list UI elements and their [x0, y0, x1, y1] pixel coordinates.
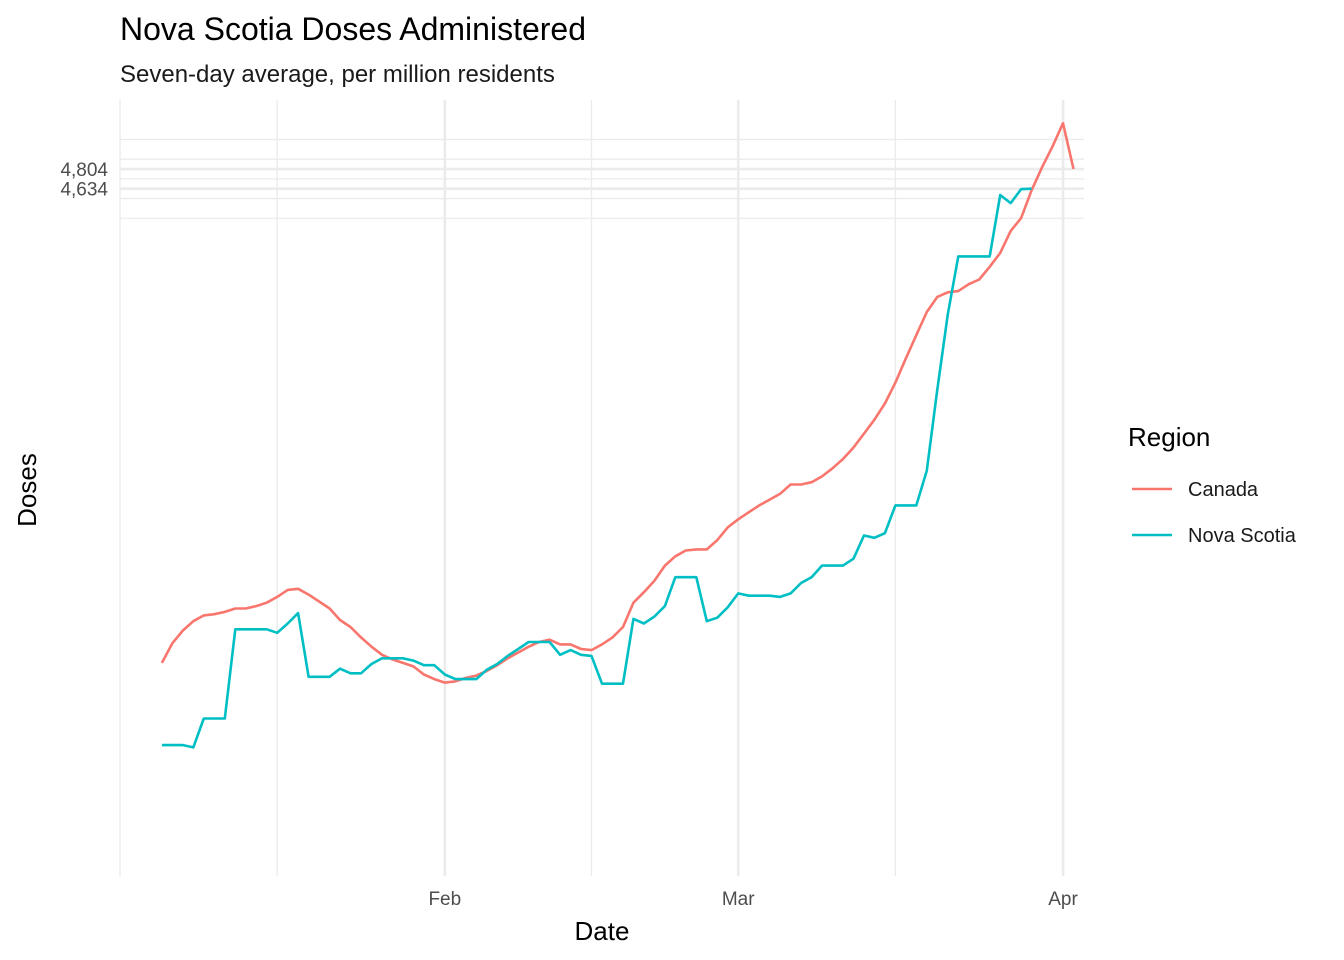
legend: Region Canada Nova Scotia — [1128, 422, 1297, 547]
series-line-nova-scotia — [161, 187, 1032, 749]
x-tick-labels: Feb Mar Apr — [428, 889, 1078, 910]
x-axis-title: Date — [575, 916, 630, 946]
y-tick-label: 4,804 — [60, 160, 108, 181]
y-axis-title: Doses — [12, 453, 42, 527]
series-line-canada — [160, 121, 1075, 684]
grid — [119, 100, 1084, 876]
chart-title: Nova Scotia Doses Administered — [120, 11, 586, 47]
x-tick-label: Apr — [1048, 889, 1078, 910]
x-tick-label: Mar — [722, 889, 755, 910]
legend-label-nova-scotia: Nova Scotia — [1188, 525, 1297, 547]
y-tick-label: 4,634 — [60, 180, 108, 201]
legend-title: Region — [1128, 422, 1210, 452]
x-tick-label: Feb — [428, 889, 461, 910]
chart-subtitle: Seven-day average, per million residents — [120, 61, 555, 88]
legend-label-canada: Canada — [1188, 479, 1259, 501]
series-lines — [160, 121, 1075, 749]
